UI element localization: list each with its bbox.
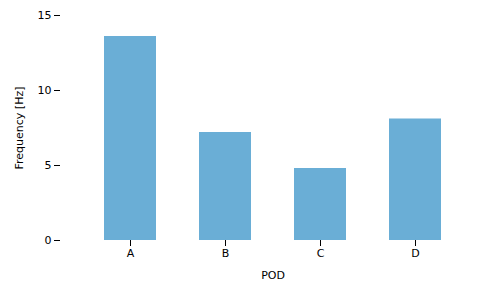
- svg-text:POD: POD: [261, 269, 285, 282]
- svg-text:Frequency [Hz]: Frequency [Hz]: [13, 87, 26, 170]
- svg-text:10: 10: [38, 84, 52, 97]
- svg-text:B: B: [222, 247, 230, 260]
- svg-text:0: 0: [45, 234, 52, 247]
- svg-text:D: D: [411, 247, 419, 260]
- svg-text:A: A: [127, 247, 135, 260]
- svg-text:5: 5: [45, 159, 52, 172]
- svg-text:C: C: [317, 247, 325, 260]
- svg-text:15: 15: [38, 9, 52, 22]
